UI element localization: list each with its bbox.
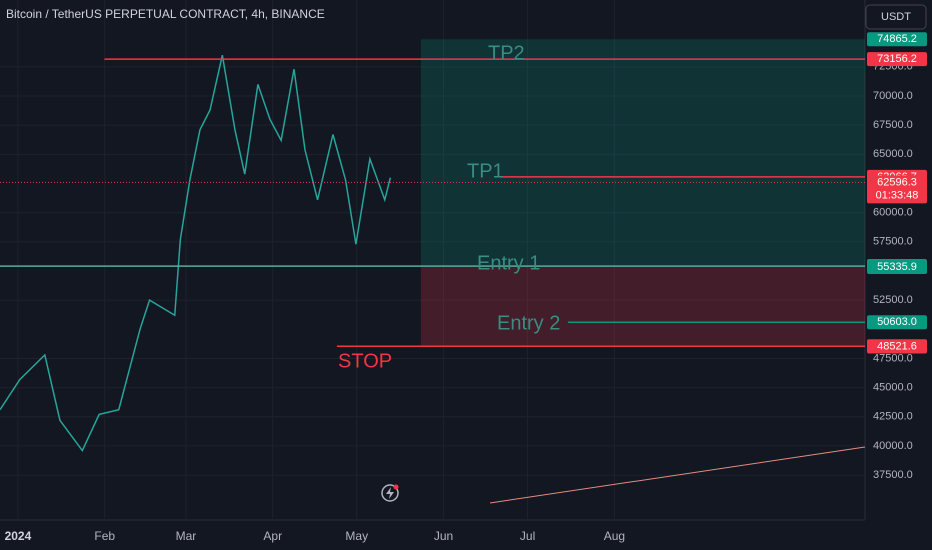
position-zone: [420, 39, 865, 268]
x-tick-label: Feb: [94, 529, 115, 543]
position-zone: [420, 267, 865, 347]
level-name: STOP: [338, 350, 392, 372]
trend-line: [489, 446, 866, 504]
price-tag: [867, 32, 927, 47]
y-tick-label: 57500.0: [873, 236, 913, 248]
x-tick-label: Jul: [520, 529, 535, 543]
price-tag-label: 50603.0: [877, 316, 917, 328]
x-tick-label: Aug: [604, 529, 625, 543]
x-tick-label: Mar: [176, 529, 197, 543]
currency-button[interactable]: [865, 4, 927, 30]
y-tick-label: 70000.0: [873, 90, 913, 102]
y-tick-label: 67500.0: [873, 119, 913, 131]
y-tick-label: 42500.0: [873, 411, 913, 423]
price-tag-label: 74865.2: [877, 33, 917, 45]
y-tick-label: 52500.0: [873, 294, 913, 306]
price-line: [0, 55, 392, 453]
x-tick-label: Jun: [434, 529, 453, 543]
x-tick-label: Apr: [263, 529, 282, 543]
x-tick-label: May: [345, 529, 368, 543]
y-tick-label: 37500.0: [873, 469, 913, 481]
countdown-label: 01:33:48: [876, 189, 919, 201]
alert-icon[interactable]: [381, 484, 399, 502]
currency-label[interactable]: USDT: [881, 11, 911, 23]
price-tag-label: 62596.3: [877, 176, 917, 188]
y-tick-label: 60000.0: [873, 207, 913, 219]
level-name: TP2: [488, 42, 525, 64]
price-tag-label: 55335.9: [877, 261, 917, 273]
y-tick-label: 40000.0: [873, 440, 913, 452]
x-tick-label: 2024: [5, 529, 32, 543]
price-tag: [867, 315, 927, 330]
chart-title: Bitcoin / TetherUS PERPETUAL CONTRACT, 4…: [6, 7, 325, 21]
y-tick-label: 47500.0: [873, 352, 913, 364]
price-tag-label: 48521.6: [877, 340, 917, 352]
y-tick-label: 45000.0: [873, 382, 913, 394]
level-name: TP1: [467, 160, 504, 182]
y-tick-label: 65000.0: [873, 148, 913, 160]
price-tag-label: 73156.2: [877, 53, 917, 65]
price-tag: [867, 52, 927, 67]
level-name: Entry 1: [477, 252, 540, 274]
price-tag: [867, 260, 927, 275]
price-tag: [867, 175, 927, 204]
price-tag: [867, 339, 927, 354]
level-name: Entry 2: [497, 312, 560, 334]
